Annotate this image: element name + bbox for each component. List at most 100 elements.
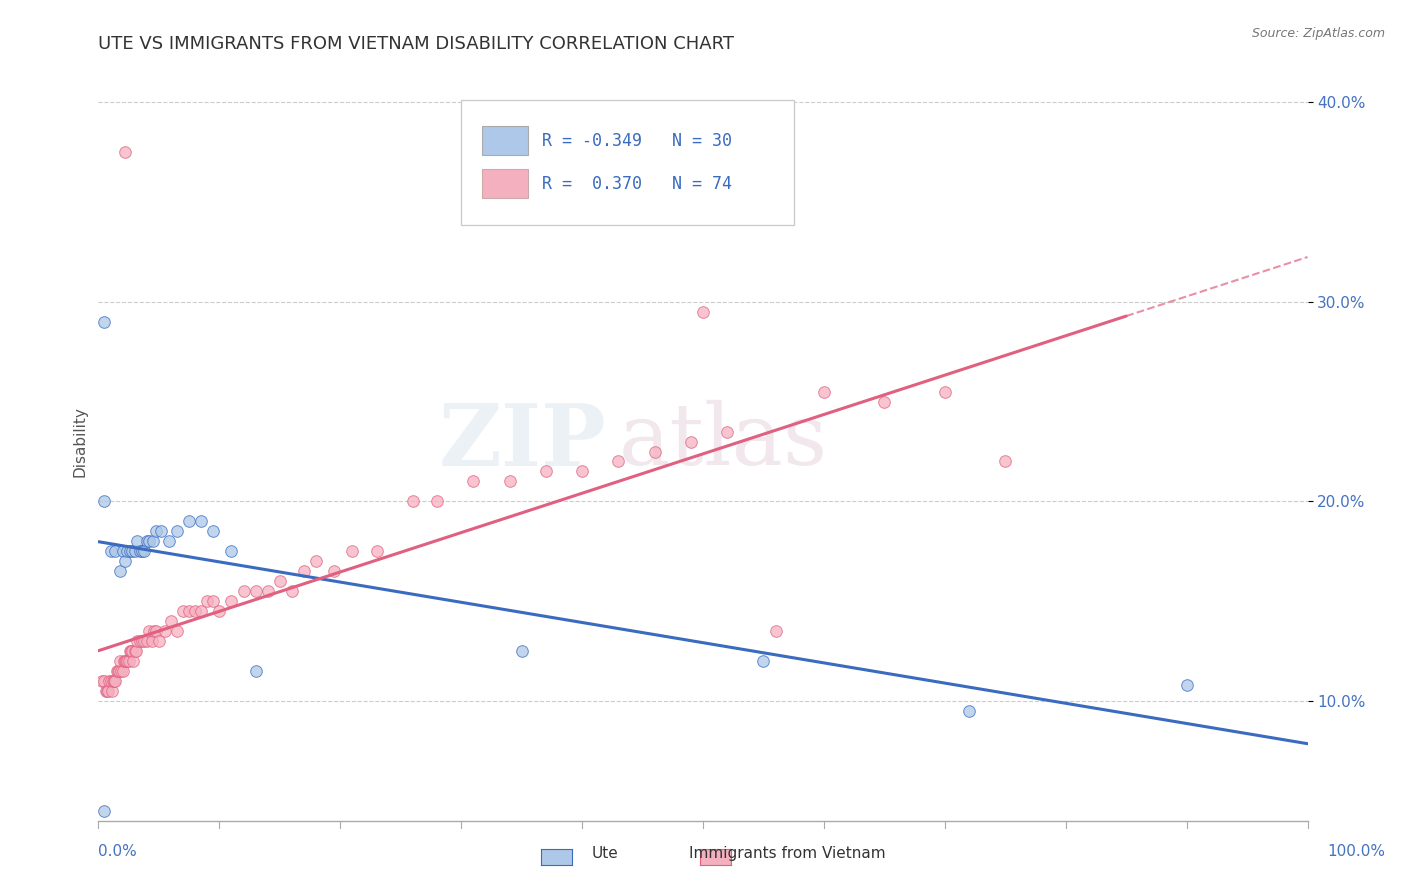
Point — [101, 673, 124, 688]
Point — [122, 654, 145, 668]
Point — [179, 604, 201, 618]
Point — [108, 664, 131, 678]
FancyBboxPatch shape — [461, 101, 793, 226]
Point — [232, 584, 254, 599]
Point — [97, 684, 120, 698]
Point — [281, 584, 304, 599]
Point — [179, 514, 201, 528]
Point — [98, 673, 121, 688]
Point — [93, 673, 115, 688]
Point — [765, 624, 787, 639]
Point — [1175, 678, 1198, 692]
Point — [121, 544, 143, 558]
Point — [103, 673, 125, 688]
FancyBboxPatch shape — [482, 169, 527, 198]
Point — [135, 634, 157, 648]
Point — [127, 634, 149, 648]
Point — [111, 664, 134, 678]
Point — [644, 444, 666, 458]
FancyBboxPatch shape — [482, 126, 527, 155]
Point — [100, 684, 122, 698]
Point — [125, 644, 148, 658]
Text: R =  0.370   N = 74: R = 0.370 N = 74 — [543, 175, 733, 193]
Point — [107, 664, 129, 678]
Point — [108, 564, 131, 578]
Point — [148, 634, 170, 648]
Point — [108, 654, 131, 668]
Point — [93, 315, 115, 329]
Point — [114, 145, 136, 160]
Point — [934, 384, 956, 399]
Point — [114, 554, 136, 568]
Point — [166, 524, 188, 539]
Point — [150, 524, 173, 539]
Point — [138, 624, 160, 639]
Point — [607, 454, 630, 468]
Point — [184, 604, 207, 618]
Text: Source: ZipAtlas.com: Source: ZipAtlas.com — [1251, 27, 1385, 40]
Point — [121, 644, 143, 658]
Point — [145, 524, 167, 539]
Point — [131, 634, 153, 648]
Point — [153, 624, 176, 639]
Point — [221, 594, 243, 608]
Point — [105, 664, 128, 678]
Point — [166, 624, 188, 639]
Text: atlas: atlas — [619, 400, 828, 483]
Point — [117, 544, 139, 558]
Point — [128, 634, 150, 648]
Point — [172, 604, 194, 618]
Point — [190, 604, 212, 618]
Point — [128, 544, 150, 558]
Text: R = -0.349   N = 30: R = -0.349 N = 30 — [543, 131, 733, 150]
Point — [94, 684, 117, 698]
Point — [100, 673, 122, 688]
Point — [112, 654, 135, 668]
Point — [256, 584, 278, 599]
Point — [118, 644, 141, 658]
Point — [93, 494, 115, 508]
Text: Ute: Ute — [591, 847, 619, 861]
Y-axis label: Disability: Disability — [72, 406, 87, 477]
Point — [692, 305, 714, 319]
Point — [124, 644, 146, 658]
Point — [679, 434, 702, 449]
Point — [463, 475, 485, 489]
Point — [104, 673, 127, 688]
Point — [342, 544, 364, 558]
Point — [366, 544, 388, 558]
Point — [114, 654, 136, 668]
Text: Immigrants from Vietnam: Immigrants from Vietnam — [689, 847, 886, 861]
Point — [245, 584, 267, 599]
Point — [96, 684, 118, 698]
Point — [716, 425, 738, 439]
Point — [135, 534, 157, 549]
Point — [957, 704, 980, 718]
Text: UTE VS IMMIGRANTS FROM VIETNAM DISABILITY CORRELATION CHART: UTE VS IMMIGRANTS FROM VIETNAM DISABILIT… — [98, 35, 734, 53]
Point — [93, 804, 115, 818]
Point — [142, 534, 165, 549]
Point — [141, 634, 163, 648]
Text: 0.0%: 0.0% — [98, 845, 138, 859]
Point — [426, 494, 449, 508]
Point — [752, 654, 775, 668]
Point — [118, 544, 141, 558]
Point — [131, 544, 153, 558]
Point — [160, 614, 183, 628]
Point — [124, 544, 146, 558]
Point — [292, 564, 315, 578]
Point — [202, 594, 225, 608]
Point — [208, 604, 231, 618]
Point — [143, 624, 166, 639]
Point — [110, 664, 132, 678]
Point — [202, 524, 225, 539]
Point — [118, 654, 141, 668]
Point — [510, 644, 533, 658]
Point — [134, 634, 156, 648]
Point — [195, 594, 218, 608]
Point — [323, 564, 346, 578]
Point — [117, 654, 139, 668]
Point — [402, 494, 425, 508]
Point — [534, 465, 557, 479]
Point — [157, 534, 180, 549]
